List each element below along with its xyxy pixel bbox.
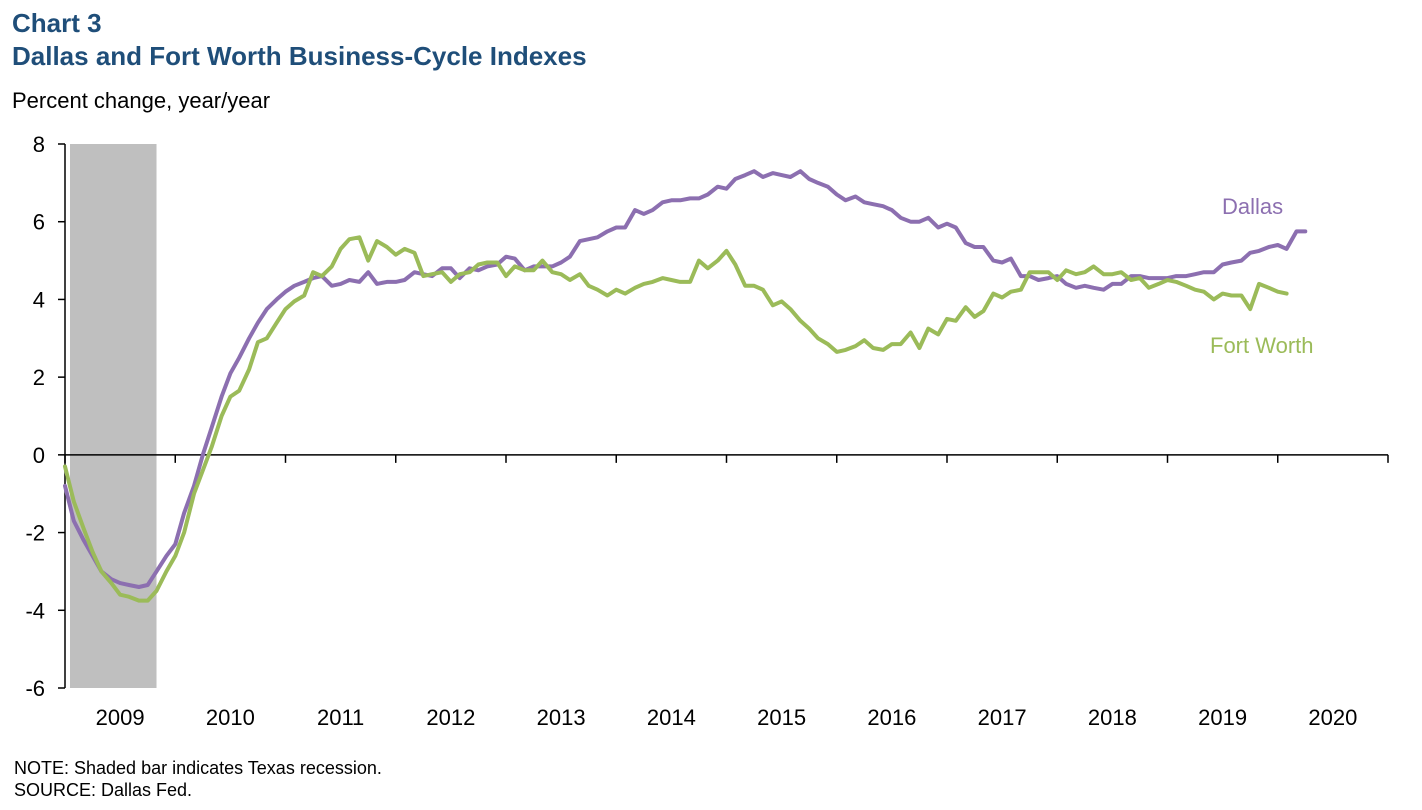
x-tick-label: 2015 bbox=[757, 705, 806, 730]
y-axis: -6 -4 -2 0 2 4 6 8 bbox=[25, 132, 66, 701]
y-tick-label: 8 bbox=[33, 132, 45, 157]
x-tick-label: 2016 bbox=[867, 705, 916, 730]
x-tick-label: 2017 bbox=[978, 705, 1027, 730]
x-axis: 2009 2010 2011 2012 2013 2014 2015 2016 2017 2018… bbox=[64, 454, 1389, 730]
y-tick-label: 6 bbox=[33, 210, 45, 235]
series-line-fort-worth bbox=[63, 235, 1289, 603]
recession-shading bbox=[70, 144, 157, 688]
y-tick-label: -4 bbox=[25, 598, 45, 623]
series-lines bbox=[63, 169, 1308, 603]
chart-title: Dallas and Fort Worth Business-Cycle Ind… bbox=[12, 41, 587, 71]
chart-note: NOTE: Shaded bar indicates Texas recessi… bbox=[14, 758, 382, 778]
y-tick-label: -2 bbox=[25, 521, 45, 546]
x-tick-label: 2011 bbox=[317, 705, 364, 730]
x-tick-label: 2019 bbox=[1198, 705, 1247, 730]
y-tick-label: 2 bbox=[33, 365, 45, 390]
x-tick-label: 2018 bbox=[1088, 705, 1137, 730]
x-tick-label: 2010 bbox=[206, 705, 255, 730]
series-line-dallas bbox=[63, 169, 1308, 589]
x-tick-label: 2013 bbox=[537, 705, 586, 730]
y-tick-label: 0 bbox=[33, 443, 45, 468]
x-tick-label: 2009 bbox=[96, 705, 145, 730]
series-label-fort-worth: Fort Worth bbox=[1210, 333, 1314, 358]
chart-source: SOURCE: Dallas Fed. bbox=[14, 780, 193, 800]
y-tick-label: -6 bbox=[25, 676, 45, 701]
y-tick-label: 4 bbox=[33, 287, 45, 312]
y-axis-unit-label: Percent change, year/year bbox=[12, 88, 271, 113]
chart-number: Chart 3 bbox=[12, 8, 102, 38]
series-label-dallas: Dallas bbox=[1222, 194, 1283, 219]
x-tick-label: 2020 bbox=[1308, 705, 1357, 730]
x-tick-label: 2012 bbox=[426, 705, 475, 730]
x-tick-label: 2014 bbox=[647, 705, 696, 730]
